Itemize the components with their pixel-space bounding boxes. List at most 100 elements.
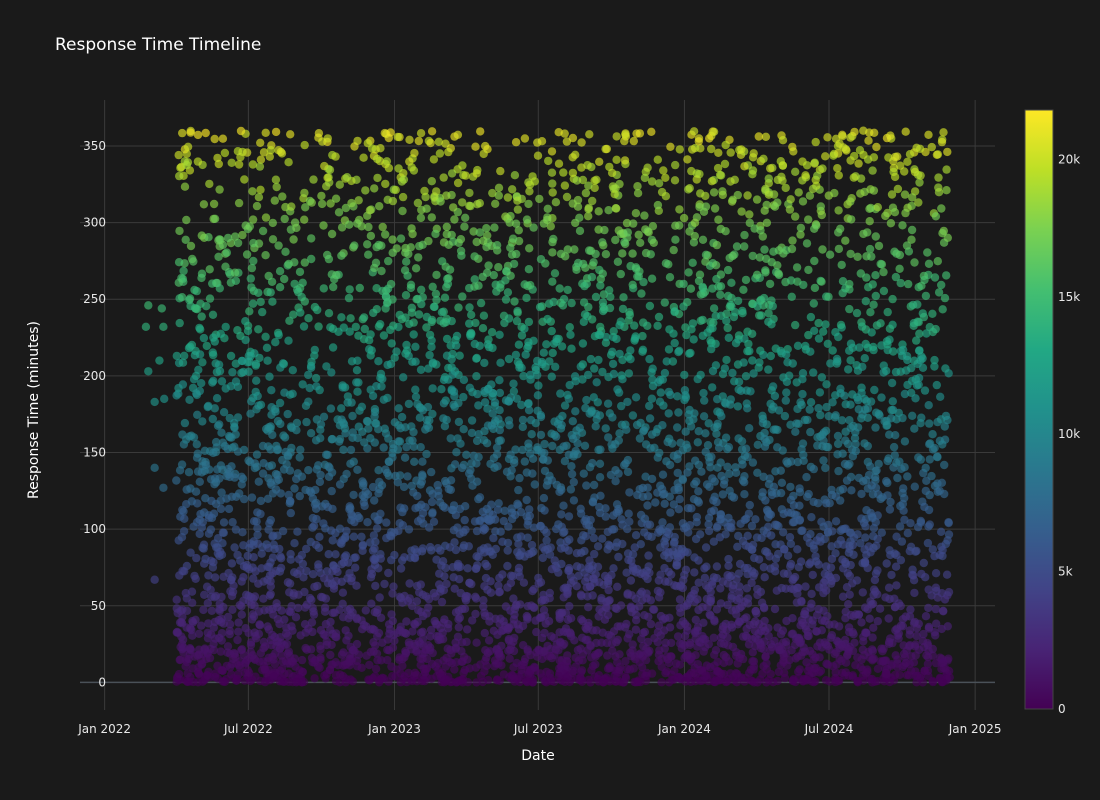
data-point	[188, 598, 197, 607]
data-point	[925, 490, 934, 500]
data-point	[774, 667, 783, 677]
data-point	[669, 329, 678, 338]
data-point	[849, 630, 858, 639]
data-point	[331, 528, 340, 538]
data-point	[479, 526, 488, 535]
data-point	[331, 152, 340, 161]
data-point	[840, 524, 849, 534]
data-point	[656, 388, 665, 397]
data-point	[509, 379, 518, 388]
data-point	[325, 165, 335, 175]
data-point	[212, 394, 222, 403]
data-point	[455, 613, 464, 622]
data-point	[424, 603, 433, 612]
data-point	[903, 529, 912, 538]
data-point	[340, 424, 350, 433]
data-point	[453, 178, 463, 188]
data-point	[813, 433, 822, 442]
data-point	[890, 172, 900, 182]
data-point	[316, 434, 325, 443]
data-point	[683, 443, 692, 453]
data-point	[204, 529, 214, 538]
data-point	[465, 303, 474, 312]
data-point	[873, 203, 882, 212]
data-point	[199, 605, 208, 615]
data-point	[247, 600, 256, 609]
data-point	[602, 144, 611, 154]
data-point	[593, 542, 603, 551]
data-point	[883, 420, 892, 430]
data-point	[911, 394, 920, 403]
data-point	[865, 244, 875, 254]
data-point	[713, 422, 722, 431]
data-point	[454, 303, 463, 312]
data-point	[402, 346, 412, 355]
data-point	[687, 166, 696, 176]
data-point	[252, 450, 262, 459]
data-point	[761, 652, 770, 662]
data-point	[563, 285, 572, 295]
data-point	[604, 596, 613, 606]
data-point	[405, 579, 414, 588]
data-point	[547, 326, 556, 336]
data-point	[314, 543, 324, 552]
data-point	[712, 605, 722, 614]
data-point	[800, 415, 810, 425]
data-point	[557, 559, 566, 569]
data-point	[602, 332, 611, 342]
data-point	[403, 472, 412, 481]
data-point	[696, 316, 705, 325]
data-point	[248, 187, 257, 196]
data-point	[709, 304, 719, 313]
data-point	[810, 326, 819, 335]
data-point	[562, 192, 572, 202]
data-point	[292, 426, 301, 435]
data-point	[918, 678, 927, 687]
data-point	[921, 463, 930, 473]
data-point	[319, 221, 328, 230]
data-point	[227, 492, 237, 501]
data-point	[592, 638, 601, 648]
data-point	[788, 359, 797, 368]
data-point	[182, 435, 191, 444]
data-point	[256, 496, 266, 506]
data-point	[806, 603, 815, 612]
data-point	[789, 517, 799, 527]
data-point	[925, 440, 934, 449]
data-point	[547, 565, 557, 574]
data-point	[923, 659, 933, 669]
data-point	[843, 200, 852, 209]
data-point	[505, 654, 514, 663]
data-point	[766, 646, 775, 655]
data-point	[670, 307, 679, 316]
data-point	[310, 345, 319, 355]
data-point	[745, 210, 754, 219]
data-point	[914, 283, 923, 292]
data-point	[796, 230, 805, 239]
data-point	[915, 144, 925, 153]
data-point	[239, 494, 249, 504]
data-point	[756, 675, 765, 684]
data-point	[290, 539, 299, 548]
data-point	[237, 356, 247, 366]
data-point	[577, 591, 586, 601]
data-point	[874, 409, 883, 419]
data-point	[822, 402, 831, 412]
data-point	[548, 179, 557, 188]
data-point	[204, 513, 214, 522]
data-point	[521, 654, 530, 664]
data-point	[514, 340, 524, 349]
data-point	[228, 573, 237, 582]
data-point	[284, 669, 293, 678]
data-point	[654, 179, 664, 188]
data-point	[470, 252, 479, 261]
data-point	[268, 489, 278, 498]
data-point	[814, 560, 823, 569]
data-point	[344, 293, 354, 303]
data-point	[934, 183, 943, 192]
data-point	[748, 329, 757, 338]
data-point	[734, 434, 743, 443]
data-point	[533, 151, 543, 160]
data-point	[570, 245, 579, 254]
data-point	[930, 551, 939, 561]
